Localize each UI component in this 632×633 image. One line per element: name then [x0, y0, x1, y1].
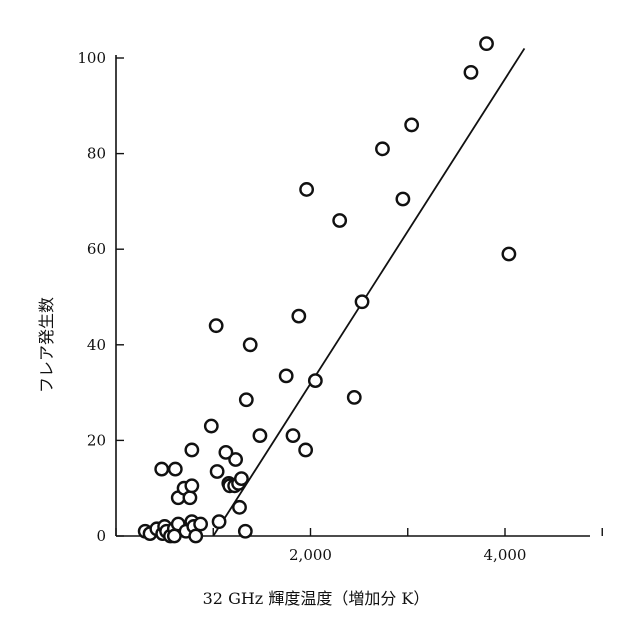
x-axis-title: 32 GHz 輝度温度（増加分 K）	[203, 589, 430, 608]
data-point	[299, 182, 315, 197]
data-point	[182, 490, 198, 506]
y-tick-label-100: 100	[77, 49, 106, 67]
data-point	[211, 514, 227, 530]
y-axis-title: フレア発生数	[37, 297, 56, 393]
y-tick-label-40: 40	[87, 336, 106, 354]
data-point	[404, 117, 420, 133]
trend-line	[212, 47, 526, 537]
data-point	[479, 36, 494, 52]
data-point	[228, 452, 244, 467]
data-point	[346, 389, 362, 405]
trend-line-group	[212, 47, 526, 537]
data-point	[463, 64, 479, 80]
y-tick-label-80: 80	[87, 145, 106, 163]
data-point	[242, 337, 258, 353]
data-point	[332, 213, 348, 228]
data-point	[375, 141, 390, 157]
data-point	[307, 373, 323, 389]
data-point	[354, 294, 370, 310]
y-tick-label-20: 20	[87, 431, 106, 449]
data-point	[184, 442, 200, 458]
data-point	[291, 308, 307, 324]
x-tick-label-2000: 2,000	[289, 546, 332, 564]
data-point	[232, 499, 247, 515]
data-point	[184, 478, 200, 494]
x-tick-label-4000: 4,000	[484, 546, 527, 564]
y-tick-label-0: 0	[96, 527, 106, 545]
data-point	[234, 471, 249, 487]
data-point	[188, 528, 204, 544]
x-axis-ticks: 2,000 4,000	[115, 528, 603, 564]
data-point	[203, 418, 219, 434]
data-point	[501, 246, 517, 262]
data-point	[193, 516, 209, 532]
data-point	[208, 318, 224, 334]
data-point	[252, 428, 268, 444]
data-point	[285, 428, 301, 444]
data-point	[278, 368, 294, 384]
data-point	[218, 444, 234, 460]
data-points	[137, 36, 517, 544]
data-point	[237, 523, 253, 539]
data-point	[238, 392, 254, 408]
axes	[115, 55, 590, 537]
data-point	[167, 461, 183, 477]
data-point	[154, 461, 170, 477]
y-axis-ticks: 0 20 40 60 80 100	[77, 49, 124, 545]
data-point	[395, 191, 411, 207]
data-point	[298, 442, 314, 458]
y-tick-label-60: 60	[87, 240, 106, 258]
data-point	[209, 464, 225, 479]
